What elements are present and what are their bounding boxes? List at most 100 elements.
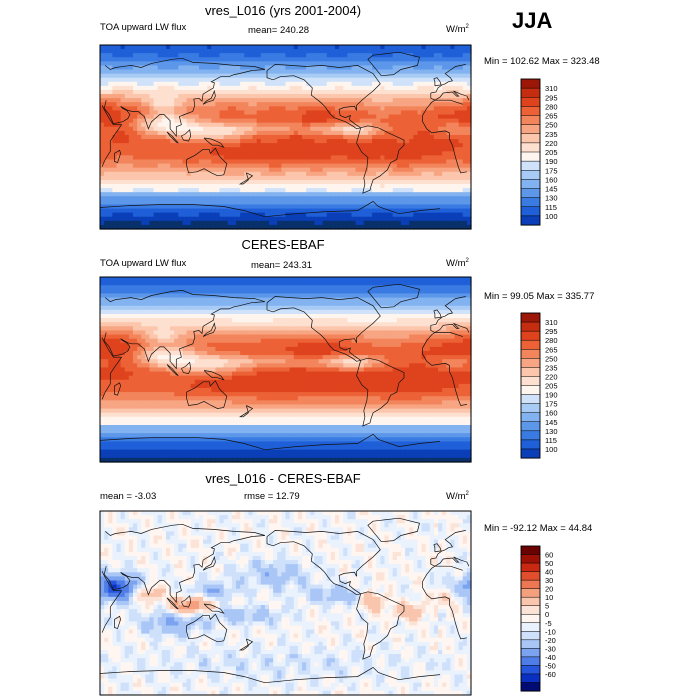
field-cell: [306, 188, 311, 193]
field-cell: [161, 167, 167, 173]
field-cell: [301, 102, 307, 107]
field-cell: [367, 192, 373, 197]
field-cell: [326, 159, 332, 165]
field-cell: [100, 216, 105, 222]
field-cell: [132, 220, 138, 226]
field-cell: [367, 49, 373, 54]
coastline: [238, 172, 254, 185]
field-cell: [396, 139, 402, 144]
field-cell: [141, 73, 146, 79]
field-cell: [269, 293, 274, 299]
field-cell: [264, 224, 270, 230]
field-cell: [124, 188, 130, 193]
field-cell: [310, 53, 315, 58]
field-cell: [260, 309, 266, 315]
field-cell: [297, 301, 303, 307]
field-cell: [112, 208, 118, 214]
field-cell: [314, 163, 320, 169]
field-cell: [112, 220, 118, 226]
field-cell: [104, 65, 109, 71]
field-cell: [293, 297, 299, 303]
field-cell: [433, 220, 439, 226]
field-cell: [112, 179, 118, 185]
field-cell: [310, 126, 315, 132]
field-cell: [182, 192, 188, 197]
field-cell: [231, 143, 237, 148]
field-cell: [157, 147, 163, 152]
field-cell: [174, 114, 179, 120]
field-cell: [161, 147, 167, 152]
field-cell: [380, 143, 386, 148]
field-cell: [178, 179, 184, 185]
field-cell: [157, 106, 163, 112]
field-cell: [367, 277, 373, 282]
field-cell: [248, 126, 254, 132]
field-cell: [359, 212, 365, 218]
field-cell: [438, 196, 443, 201]
field-cell: [211, 102, 217, 107]
field-cell: [306, 293, 311, 299]
field-cell: [367, 118, 373, 124]
field-cell: [153, 139, 159, 144]
field-cell: [458, 61, 464, 67]
field-cell: [466, 167, 472, 173]
field-cell: [273, 171, 278, 177]
field-cell: [157, 110, 163, 116]
field-cell: [446, 45, 451, 50]
field-cell: [211, 188, 217, 193]
field-cell: [137, 192, 142, 197]
field-cell: [161, 179, 167, 185]
field-cell: [380, 85, 386, 91]
field-cell: [203, 49, 208, 54]
colorbar-box: [520, 206, 541, 217]
field-cell: [417, 297, 423, 303]
field-cell: [219, 143, 225, 148]
field-cell: [466, 94, 472, 99]
field-cell: [170, 220, 175, 226]
field-cell: [466, 297, 472, 303]
field-cell: [240, 143, 245, 148]
field-cell: [330, 293, 336, 299]
field-cell: [458, 216, 464, 222]
field-cell: [442, 293, 447, 299]
field-cell: [318, 301, 324, 307]
field-cell: [413, 106, 419, 112]
field-cell: [318, 81, 324, 87]
field-cell: [190, 65, 196, 71]
panel2-left-label: TOA upward LW flux: [100, 258, 187, 269]
field-cell: [145, 200, 151, 206]
field-cell: [236, 126, 241, 132]
field-cell: [347, 281, 353, 286]
field-cell: [170, 163, 175, 169]
field-cell: [108, 200, 113, 206]
field-cell: [413, 167, 419, 173]
field-cell: [124, 139, 130, 144]
field-cell: [297, 69, 303, 75]
field-cell: [137, 106, 142, 112]
field-cell: [322, 77, 328, 83]
field-cell: [372, 175, 377, 181]
field-cell: [405, 114, 410, 120]
field-cell: [351, 151, 357, 156]
field-cell: [363, 200, 369, 206]
field-cell: [425, 143, 431, 148]
field-cell: [400, 147, 406, 152]
field-cell: [285, 114, 291, 120]
field-cell: [400, 171, 406, 177]
field-cell: [330, 220, 336, 226]
field-cell: [231, 98, 237, 103]
field-cell: [273, 163, 278, 169]
field-cell: [116, 163, 122, 169]
field-cell: [450, 106, 456, 112]
field-cell: [178, 151, 184, 156]
field-cell: [120, 297, 126, 303]
field-cell: [359, 102, 365, 107]
field-cell: [153, 143, 159, 148]
field-cell: [157, 285, 163, 290]
field-cell: [466, 139, 472, 144]
field-cell: [256, 134, 262, 140]
field-cell: [227, 309, 233, 315]
field-cell: [454, 281, 460, 286]
field-cell: [297, 94, 303, 99]
field-cell: [186, 277, 192, 282]
